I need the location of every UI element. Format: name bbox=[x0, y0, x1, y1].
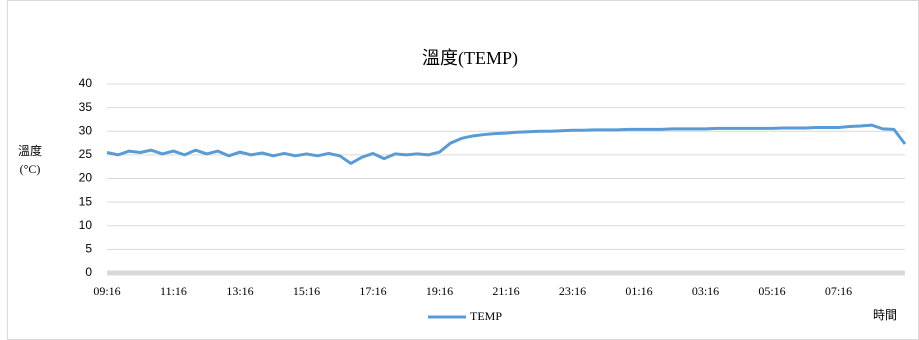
x-axis-title: 時間 bbox=[873, 308, 897, 322]
y-tick-label: 30 bbox=[79, 123, 93, 137]
x-tick-label: 19:16 bbox=[426, 284, 453, 298]
y-tick-label: 20 bbox=[79, 171, 93, 185]
x-tick-label: 21:16 bbox=[492, 284, 519, 298]
y-axis-title: 溫度 bbox=[18, 143, 42, 158]
x-tick-label: 23:16 bbox=[559, 284, 586, 298]
x-tick-label: 01:16 bbox=[625, 284, 652, 298]
x-tick-label: 07:16 bbox=[825, 284, 852, 298]
x-tick-label: 13:16 bbox=[226, 284, 253, 298]
y-tick-label: 10 bbox=[79, 218, 93, 232]
chart-title: 溫度(TEMP) bbox=[422, 48, 518, 69]
y-tick-label: 15 bbox=[79, 194, 93, 208]
y-axis-title: (°C) bbox=[20, 162, 41, 176]
chart-frame bbox=[7, 0, 919, 340]
y-tick-label: 35 bbox=[79, 100, 93, 114]
x-tick-label: 03:16 bbox=[692, 284, 719, 298]
y-tick-label: 25 bbox=[79, 147, 93, 161]
y-tick-label: 40 bbox=[79, 76, 93, 90]
data-line bbox=[106, 123, 907, 165]
x-tick-label: 15:16 bbox=[293, 284, 320, 298]
x-tick-label: 09:16 bbox=[93, 284, 120, 298]
y-tick-label: 0 bbox=[85, 265, 92, 279]
x-tick-label: 05:16 bbox=[758, 284, 785, 298]
x-tick-label: 17:16 bbox=[359, 284, 386, 298]
y-tick-label: 5 bbox=[85, 242, 92, 256]
legend-label: TEMP bbox=[470, 309, 502, 323]
x-tick-label: 11:16 bbox=[160, 284, 187, 298]
